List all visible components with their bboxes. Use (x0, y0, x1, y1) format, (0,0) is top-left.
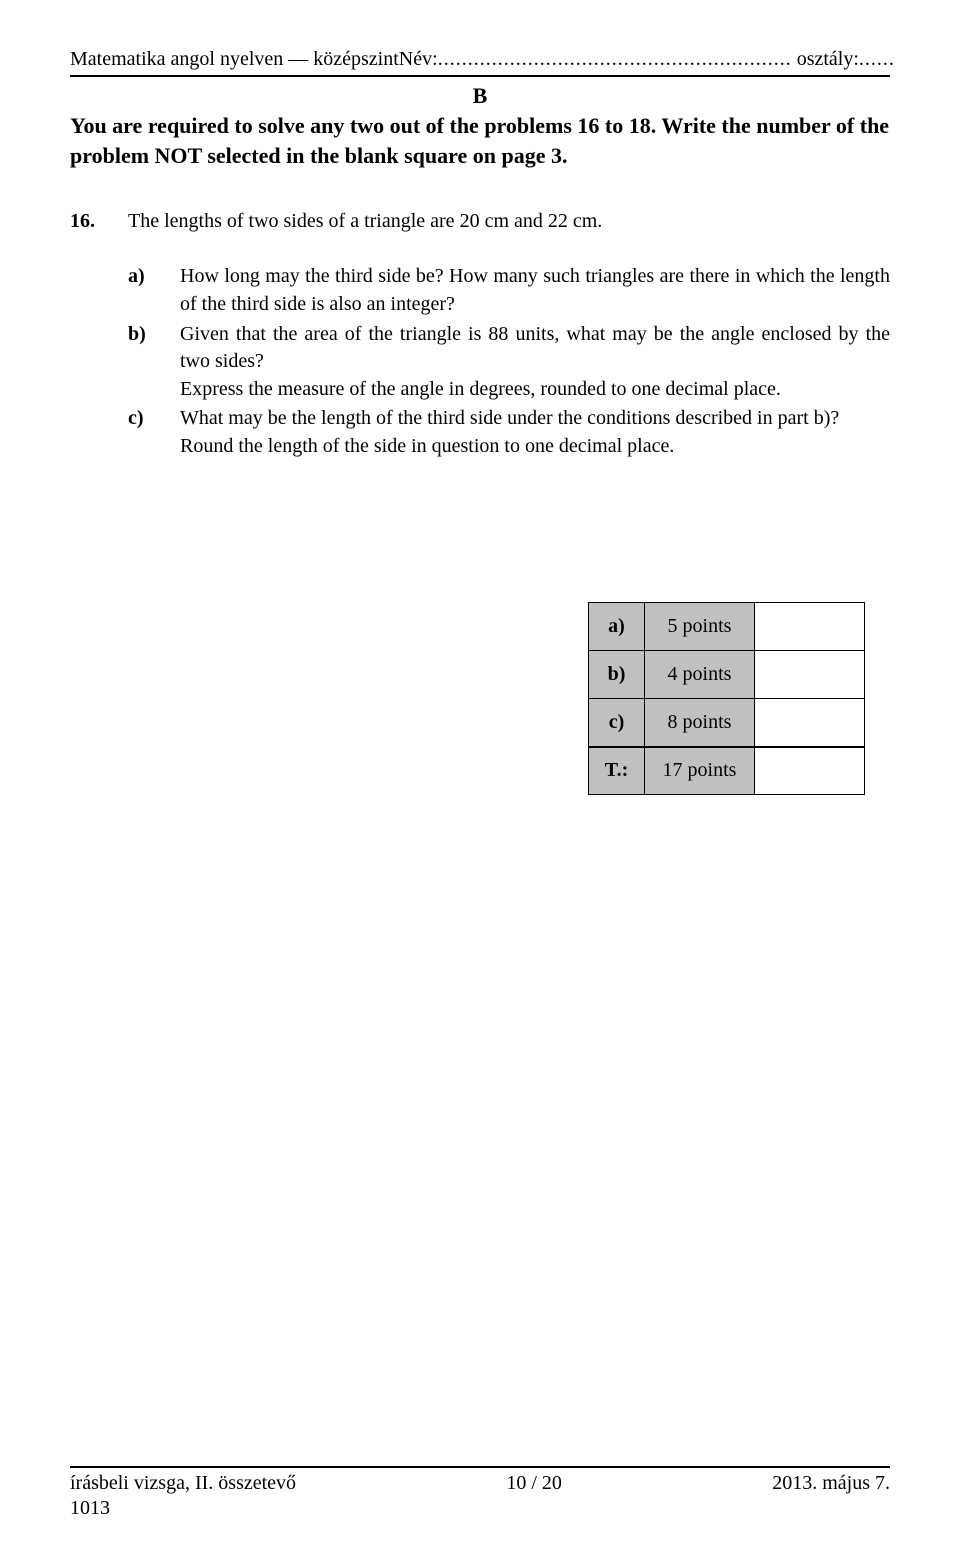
part-a-label: a) (128, 263, 156, 318)
part-b-text: Given that the area of the triangle is 8… (180, 321, 890, 404)
points-b-blank[interactable] (755, 651, 865, 699)
part-c-text: What may be the length of the third side… (180, 405, 890, 460)
points-a-value: 5 points (645, 603, 755, 651)
section-letter: B (70, 83, 890, 109)
header-right: Név:....................................… (399, 48, 895, 71)
part-b-label: b) (128, 321, 156, 404)
points-c-label: c) (589, 699, 645, 747)
points-row-c: c) 8 points (589, 699, 865, 747)
footer-row: írásbeli vizsga, II. összetevő 10 / 20 2… (70, 1472, 890, 1495)
page: Matematika angol nyelven — középszint Né… (0, 0, 960, 1560)
footer-right: 2013. május 7. (772, 1472, 890, 1495)
class-dots: ...... (859, 48, 895, 70)
header-left: Matematika angol nyelven — középszint (70, 48, 399, 71)
problem-text: The lengths of two sides of a triangle a… (128, 208, 890, 235)
part-c: c) What may be the length of the third s… (128, 405, 890, 460)
points-b-label: b) (589, 651, 645, 699)
problem-header: 16. The lengths of two sides of a triang… (70, 208, 890, 235)
points-row-a: a) 5 points (589, 603, 865, 651)
points-a-label: a) (589, 603, 645, 651)
points-total-value: 17 points (645, 747, 755, 795)
points-total-blank[interactable] (755, 747, 865, 795)
name-dots: ........................................… (438, 48, 792, 70)
points-row-total: T.: 17 points (589, 747, 865, 795)
footer-rule (70, 1466, 890, 1468)
part-c-label: c) (128, 405, 156, 460)
part-b: b) Given that the area of the triangle i… (128, 321, 890, 404)
footer-code: 1013 (70, 1497, 890, 1520)
points-table: a) 5 points b) 4 points c) 8 points T.: … (588, 602, 865, 795)
points-total-label: T.: (589, 747, 645, 795)
problem-number: 16. (70, 210, 100, 233)
points-c-value: 8 points (645, 699, 755, 747)
points-b-value: 4 points (645, 651, 755, 699)
name-label: Név: (399, 48, 438, 70)
part-a: a) How long may the third side be? How m… (128, 263, 890, 318)
instructions: You are required to solve any two out of… (70, 111, 890, 170)
footer-left: írásbeli vizsga, II. összetevő (70, 1472, 296, 1495)
part-a-text: How long may the third side be? How many… (180, 263, 890, 318)
parts-list: a) How long may the third side be? How m… (128, 263, 890, 462)
header-rule (70, 75, 890, 77)
footer: írásbeli vizsga, II. összetevő 10 / 20 2… (70, 1466, 890, 1520)
points-a-blank[interactable] (755, 603, 865, 651)
footer-center: 10 / 20 (506, 1472, 562, 1495)
points-c-blank[interactable] (755, 699, 865, 747)
points-row-b: b) 4 points (589, 651, 865, 699)
header-row: Matematika angol nyelven — középszint Né… (70, 48, 890, 71)
class-label: osztály: (792, 48, 859, 70)
